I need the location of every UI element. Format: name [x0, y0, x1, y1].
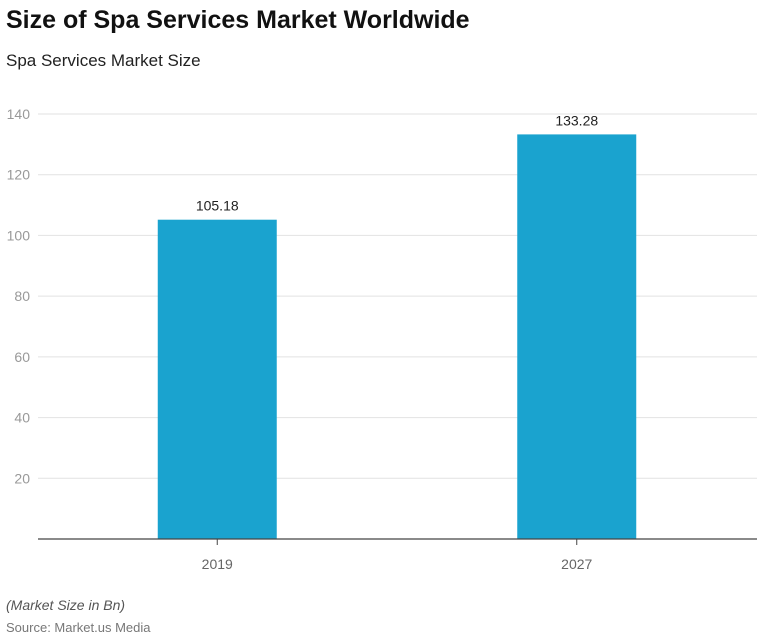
- bar: [157, 219, 277, 540]
- data-label: 133.28: [555, 112, 598, 128]
- y-tick-label: 20: [14, 470, 30, 486]
- unit-note: (Market Size in Bn): [6, 597, 126, 613]
- y-tick-label: 100: [7, 227, 31, 243]
- source-note: Source: Market.us Media: [6, 620, 151, 635]
- chart-title: Size of Spa Services Market Worldwide: [6, 6, 470, 34]
- y-tick-label: 80: [14, 288, 30, 304]
- x-tick-label: 2019: [202, 556, 233, 572]
- y-tick-label: 60: [14, 349, 30, 365]
- data-label: 105.18: [196, 198, 239, 214]
- y-tick-label: 40: [14, 410, 30, 426]
- y-tick-label: 120: [7, 167, 31, 183]
- chart-subtitle: Spa Services Market Size: [6, 51, 201, 70]
- y-tick-label: 140: [7, 106, 31, 122]
- x-tick-label: 2027: [561, 556, 592, 572]
- bar: [517, 134, 637, 539]
